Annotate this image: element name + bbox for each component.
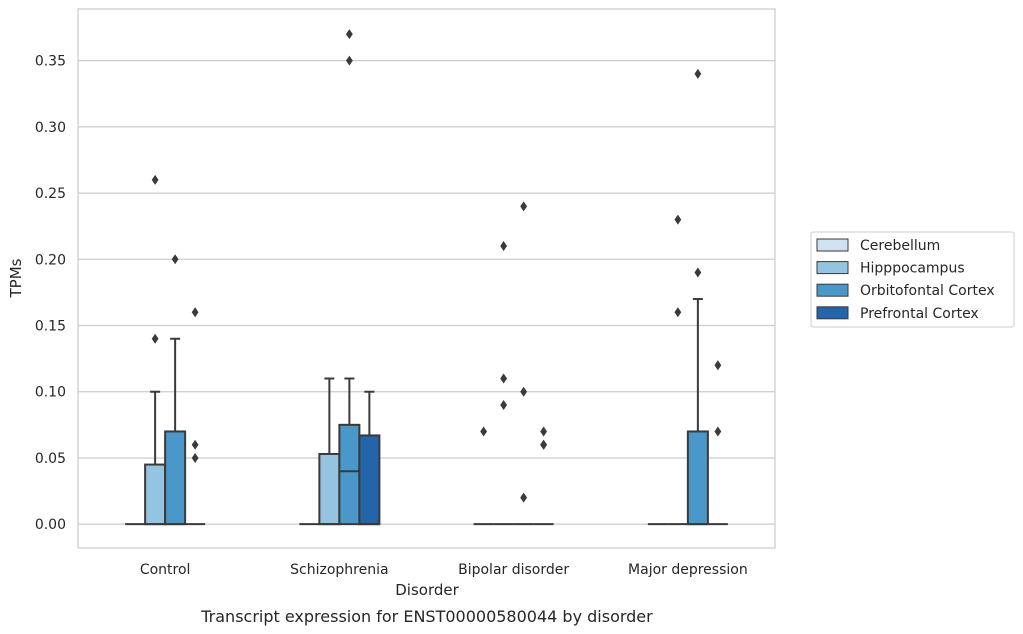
- outlier-point: [540, 426, 548, 437]
- outlier-point: [520, 201, 528, 212]
- legend-label: Prefrontal Cortex: [860, 306, 979, 322]
- outlier-point: [540, 439, 548, 450]
- outlier-point: [171, 254, 179, 265]
- box-body: [318, 452, 341, 526]
- x-tick-label: Bipolar disorder: [458, 562, 569, 578]
- legend-label: Hipppocampus: [860, 261, 965, 277]
- outlier-point: [345, 55, 353, 66]
- outlier-point: [674, 214, 682, 225]
- box-body: [164, 430, 187, 526]
- y-tick-label: 0.20: [35, 252, 66, 268]
- box-body: [144, 463, 167, 526]
- outlier-point: [500, 373, 508, 384]
- figure-caption: Transcript expression for ENST0000058004…: [200, 607, 653, 626]
- box-body: [358, 434, 381, 526]
- legend-swatch: [816, 261, 849, 275]
- y-tick-label: 0.00: [35, 517, 66, 533]
- outlier-point: [480, 426, 488, 437]
- x-tick-label: Schizophrenia: [290, 562, 388, 578]
- legend-swatch: [816, 306, 849, 320]
- outlier-point: [191, 307, 199, 318]
- legend-label: Orbitofontal Cortex: [860, 283, 995, 299]
- outlier-point: [694, 68, 702, 79]
- legend-label: Cerebellum: [860, 238, 940, 254]
- outlier-point: [520, 386, 528, 397]
- outlier-point: [500, 399, 508, 410]
- outlier-point: [191, 439, 199, 450]
- box-series-group: [125, 29, 728, 526]
- y-tick-label: 0.35: [35, 54, 66, 70]
- legend-swatch: [816, 283, 849, 297]
- box-body: [686, 430, 709, 526]
- x-tick-label: Major depression: [628, 562, 748, 578]
- outlier-point: [500, 241, 508, 252]
- y-tick-label: 0.05: [35, 451, 66, 467]
- outlier-point: [520, 492, 528, 503]
- legend-frame: [810, 231, 1015, 328]
- outlier-point: [345, 29, 353, 40]
- outlier-point: [151, 333, 159, 344]
- x-axis-title: Disorder: [395, 581, 459, 599]
- plot-area-frame: [77, 8, 776, 549]
- y-tick-label: 0.25: [35, 186, 66, 202]
- y-tick-label: 0.15: [35, 319, 66, 335]
- y-axis-tick-labels: 0.00 0.05 0.10 0.15 0.20 0.25 0.30 0.35: [35, 54, 66, 534]
- x-tick-label: Control: [140, 562, 191, 578]
- outlier-point: [674, 307, 682, 318]
- outlier-point: [191, 452, 199, 463]
- outlier-point: [714, 360, 722, 371]
- legend: Cerebellum Hipppocampus Orbitofontal Corte…: [810, 231, 1015, 328]
- box-body: [338, 423, 361, 526]
- outlier-point: [714, 426, 722, 437]
- outlier-point: [151, 174, 159, 185]
- outlier-point: [694, 267, 702, 278]
- x-axis-tick-labels: Control Schizophrenia Bipolar disorder Majo…: [140, 562, 748, 578]
- legend-swatch: [816, 238, 849, 252]
- y-axis-title: TPMs: [7, 258, 25, 298]
- y-tick-label: 0.30: [35, 120, 66, 136]
- y-tick-label: 0.10: [35, 385, 66, 401]
